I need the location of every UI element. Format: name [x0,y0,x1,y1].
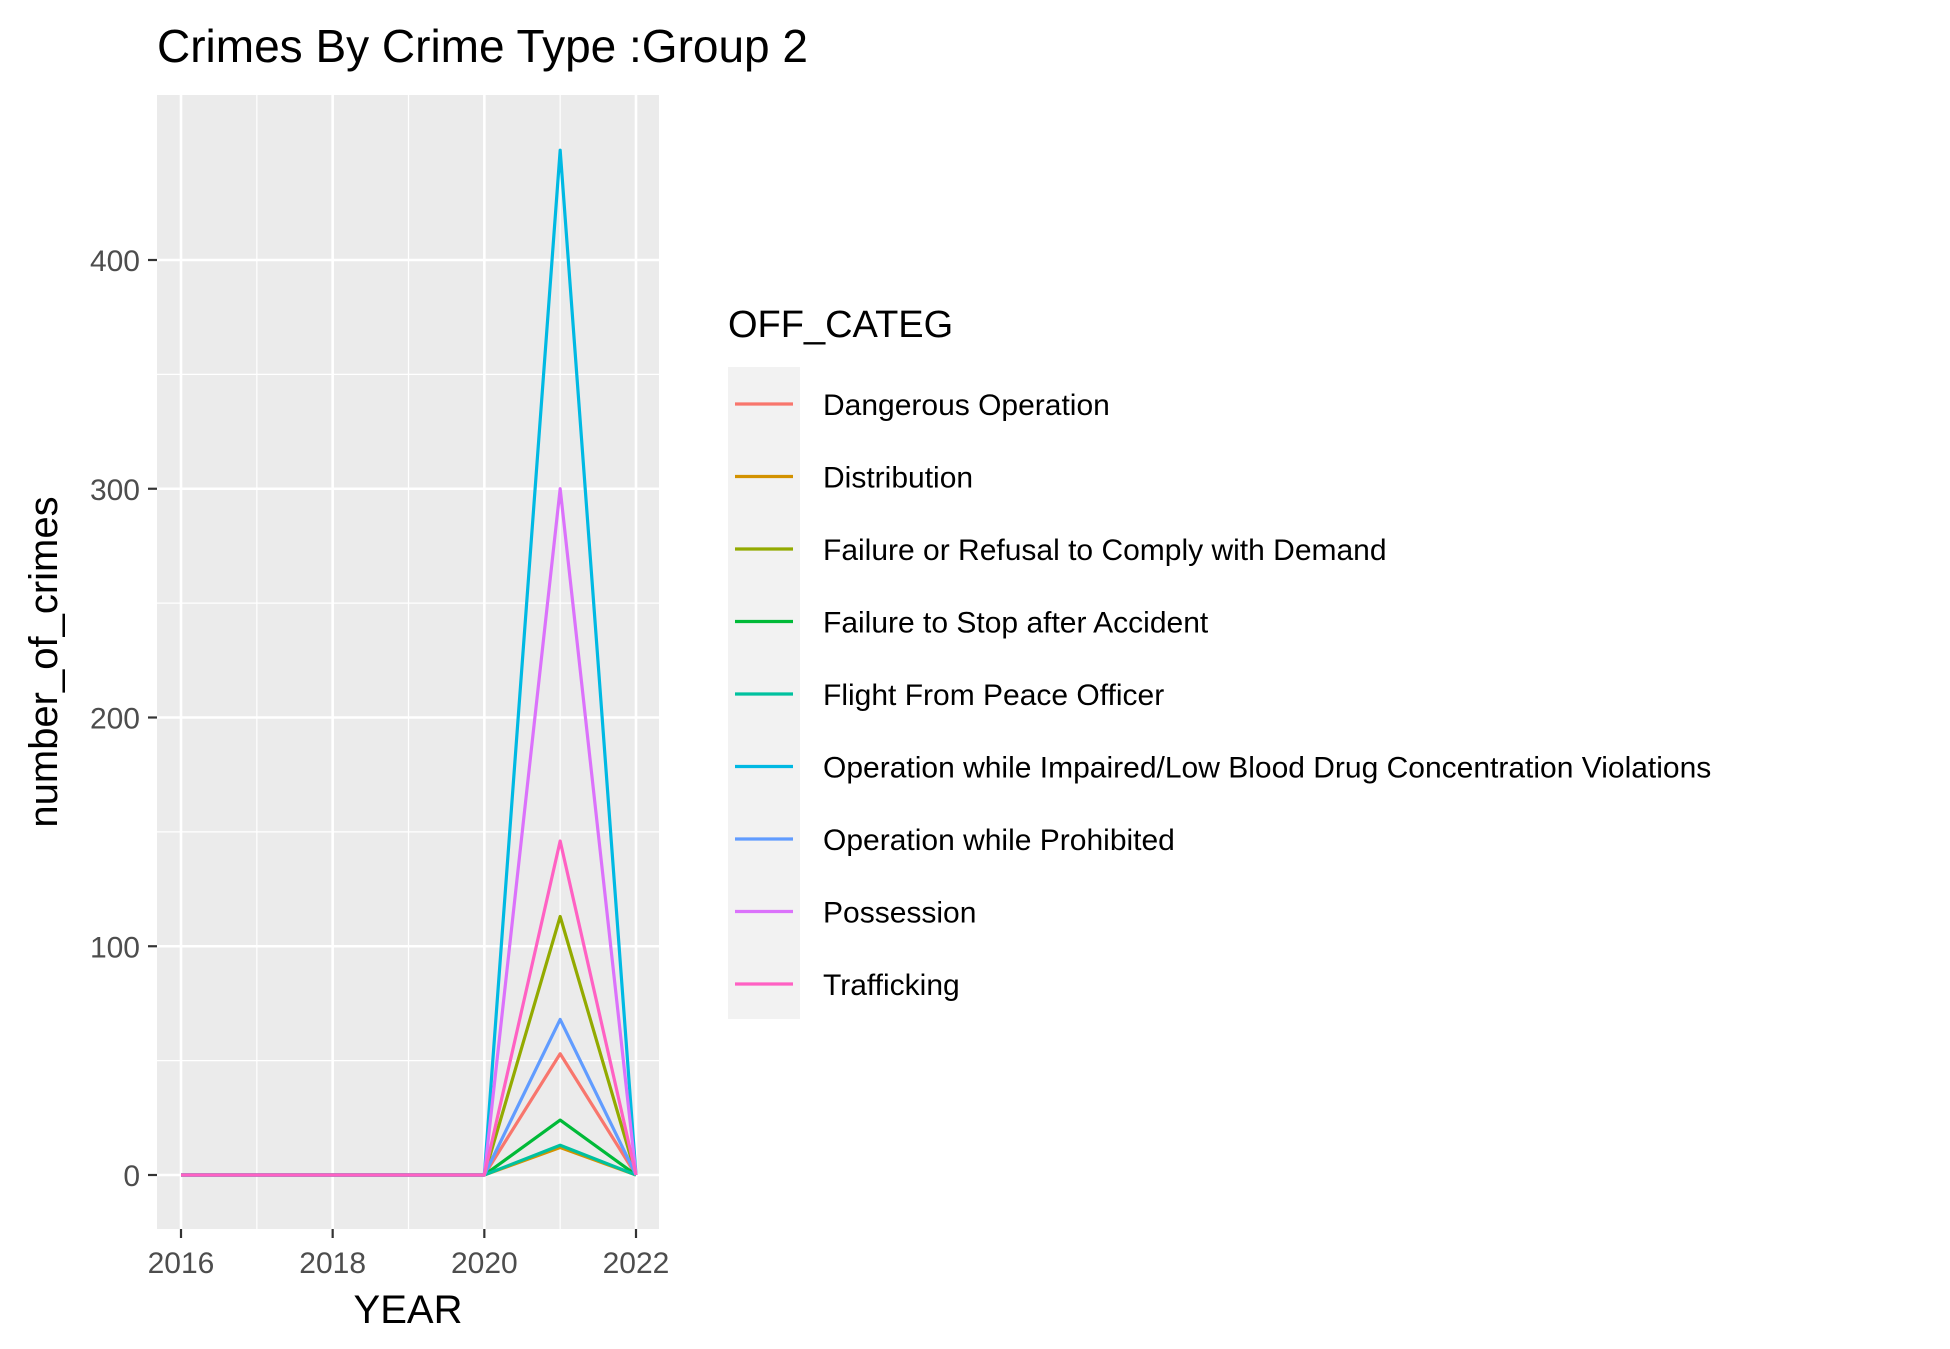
x-axis: 2016 2018 2020 2022 [148,1229,670,1280]
legend-item-dangerous-operation: Dangerous Operation [735,389,1110,422]
legend-item-failure-or-refusal-to-comply-with-demand: Failure or Refusal to Comply with Demand [735,534,1387,567]
x-axis-title: YEAR [354,1288,463,1332]
y-tick-label: 300 [90,474,140,507]
y-tick-label: 200 [90,703,140,736]
legend-label: Trafficking [823,969,960,1002]
legend-label: Distribution [823,462,973,495]
x-tick-label: 2018 [299,1247,366,1280]
legend-item-operation-while-prohibited: Operation while Prohibited [735,824,1175,857]
y-axis-title: number_of_crimes [22,496,66,827]
legend-label: Failure or Refusal to Comply with Demand [823,534,1387,567]
legend-title: OFF_CATEG [728,304,953,346]
x-tick-label: 2022 [603,1247,670,1280]
legend-item-flight-from-peace-officer: Flight From Peace Officer [735,679,1164,712]
legend-item-distribution: Distribution [735,462,973,495]
series-lines [181,148,638,1177]
legend-label: Operation while Prohibited [823,824,1175,857]
legend-item-failure-to-stop-after-accident: Failure to Stop after Accident [735,607,1209,640]
major-gridlines [157,95,659,1229]
y-tick-label: 0 [123,1160,140,1193]
y-tick-label: 400 [90,245,140,278]
legend: OFF_CATEG Dangerous Operation Distributio… [728,304,1711,1019]
x-tick-label: 2016 [148,1247,215,1280]
x-tick-label: 2020 [451,1247,518,1280]
legend-item-trafficking: Trafficking [735,969,960,1002]
legend-label: Flight From Peace Officer [823,679,1164,712]
legend-label: Dangerous Operation [823,389,1110,422]
legend-label: Failure to Stop after Accident [823,607,1209,640]
legend-item-possession: Possession [735,897,976,930]
legend-label: Possession [823,897,976,930]
y-axis: 0 100 200 300 400 [90,245,157,1193]
legend-label: Operation while Impaired/Low Blood Drug … [823,752,1711,785]
legend-item-operation-while-impaired-low-blood-drug-concentration-violations: Operation while Impaired/Low Blood Drug … [735,752,1711,785]
chart-title: Crimes By Crime Type :Group 2 [157,20,808,72]
series-line-trafficking [181,839,638,1177]
y-tick-label: 100 [90,931,140,964]
